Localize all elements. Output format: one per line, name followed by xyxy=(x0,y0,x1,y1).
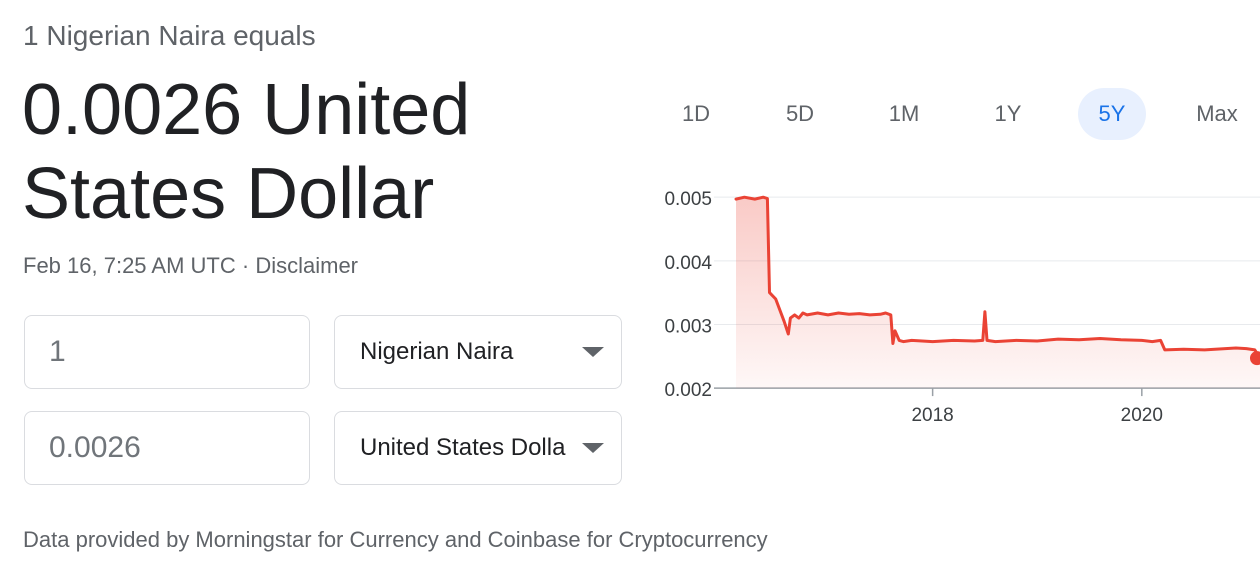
timestamp: Feb 16, 7:25 AM UTC xyxy=(23,253,236,278)
current-value-dot xyxy=(1250,351,1260,366)
tab-5y[interactable]: 5Y xyxy=(1078,88,1146,140)
x-tick-label: 2018 xyxy=(911,405,953,426)
exchange-rate-chart[interactable]: 0.005 0.004 0.003 0.002 2018 2020 xyxy=(640,180,1260,430)
y-tick-label: 0.003 xyxy=(664,316,712,337)
disclaimer-link[interactable]: Disclaimer xyxy=(255,253,359,278)
to-amount-input[interactable] xyxy=(24,411,310,485)
x-tick-label: 2020 xyxy=(1121,405,1163,426)
from-amount-input[interactable] xyxy=(24,315,310,389)
y-tick-label: 0.002 xyxy=(664,380,712,401)
from-currency-label: Nigerian Naira xyxy=(360,338,514,365)
range-tabs: 1D 5D 1M 1Y 5Y Max xyxy=(644,88,1260,140)
series-area xyxy=(736,197,1260,389)
to-currency-label: United States Dolla xyxy=(360,434,566,461)
dropdown-caret-icon xyxy=(582,347,604,357)
y-tick-label: 0.004 xyxy=(664,253,712,274)
separator: · xyxy=(235,253,256,278)
tab-1d[interactable]: 1D xyxy=(681,101,711,126)
tab-max[interactable]: Max xyxy=(1196,101,1238,126)
to-currency-select[interactable]: United States Dolla xyxy=(334,411,622,485)
timestamp-line: Feb 16, 7:25 AM UTC · Disclaimer xyxy=(23,253,358,279)
tab-1y[interactable]: 1Y xyxy=(994,101,1022,126)
conversion-result: 0.0026 United States Dollar xyxy=(22,70,471,234)
tab-5d[interactable]: 5D xyxy=(785,101,815,126)
tab-1m[interactable]: 1M xyxy=(888,101,920,126)
conversion-prefix: 1 Nigerian Naira equals xyxy=(23,20,316,51)
from-currency-select[interactable]: Nigerian Naira xyxy=(334,315,622,389)
y-tick-label: 0.005 xyxy=(664,189,712,210)
series-line xyxy=(734,195,1260,360)
data-attribution: Data provided by Morningstar for Currenc… xyxy=(23,527,768,552)
dropdown-caret-icon xyxy=(582,443,604,453)
